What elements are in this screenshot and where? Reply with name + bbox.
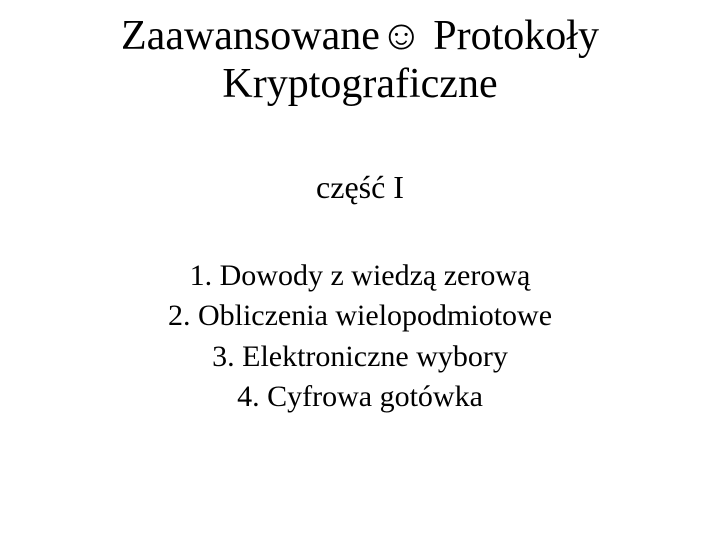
numbered-list: 1. Dowody z wiedzą zerową 2. Obliczenia … [0,256,720,418]
slide-title: Zaawansowane☺ Protokoły Kryptograficzne [0,0,720,109]
list-item-number: 3. [212,340,235,373]
list-item: 3. Elektroniczne wybory [0,337,720,378]
list-item-text: Elektroniczne wybory [242,340,508,373]
list-item-number: 2. [168,299,191,332]
title-line1-part2: Protokoły [423,13,599,59]
list-item: 2. Obliczenia wielopodmiotowe [0,296,720,337]
list-item-number: 4. [237,380,260,413]
title-line1-part1: Zaawansowane [121,13,380,59]
list-item: 4. Cyfrowa gotówka [0,377,720,418]
list-item-text: Cyfrowa gotówka [267,380,483,413]
title-line2: Kryptograficzne [222,61,497,107]
list-item-text: Obliczenia wielopodmiotowe [198,299,552,332]
slide-subtitle: część I [0,169,720,206]
smiley-icon: ☺ [380,13,423,59]
list-item: 1. Dowody z wiedzą zerową [0,256,720,297]
list-item-number: 1. [190,259,213,292]
slide: Zaawansowane☺ Protokoły Kryptograficzne … [0,0,720,540]
list-item-text: Dowody z wiedzą zerową [220,259,531,292]
